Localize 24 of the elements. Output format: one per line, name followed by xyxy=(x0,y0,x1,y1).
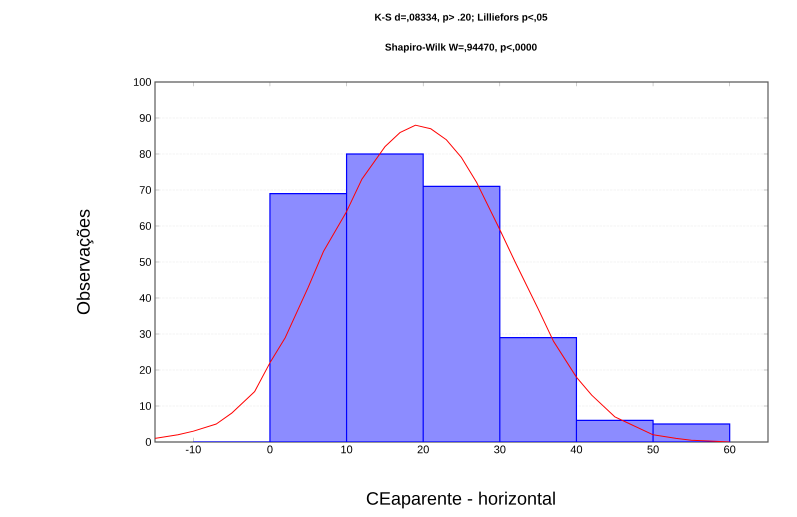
y-tick-label: 0 xyxy=(146,438,152,446)
x-tick-label: -10 xyxy=(186,446,201,454)
x-tick-label: 50 xyxy=(647,446,659,454)
y-tick-label: 60 xyxy=(140,222,152,230)
y-tick-label: 50 xyxy=(140,258,152,266)
y-tick-label: 70 xyxy=(140,186,152,194)
x-tick-label: 0 xyxy=(267,446,273,454)
y-tick-label: 80 xyxy=(140,150,152,158)
chart-subtitle: Shapiro-Wilk W=,94470, p<,0000 xyxy=(385,43,537,53)
x-tick-label: 30 xyxy=(494,446,506,454)
x-axis-title: CEaparente - horizontal xyxy=(366,492,555,508)
line-series xyxy=(155,124,730,442)
y-tick-label: 100 xyxy=(134,78,152,86)
y-tick-label: 10 xyxy=(140,402,152,410)
x-tick-label: 10 xyxy=(341,446,352,454)
y-tick-label: 90 xyxy=(140,114,152,122)
y-axis-title: Observações xyxy=(76,210,94,314)
y-tick-label: 30 xyxy=(140,330,152,338)
x-tick-label: 60 xyxy=(724,446,736,454)
x-tick-label: 40 xyxy=(570,446,582,454)
x-tick-label: 20 xyxy=(418,446,429,454)
chart-title: K-S d=,08334, p> .20; Lilliefors p<,05 xyxy=(375,13,548,23)
y-tick-label: 20 xyxy=(140,366,152,374)
y-tick-label: 40 xyxy=(139,294,152,302)
